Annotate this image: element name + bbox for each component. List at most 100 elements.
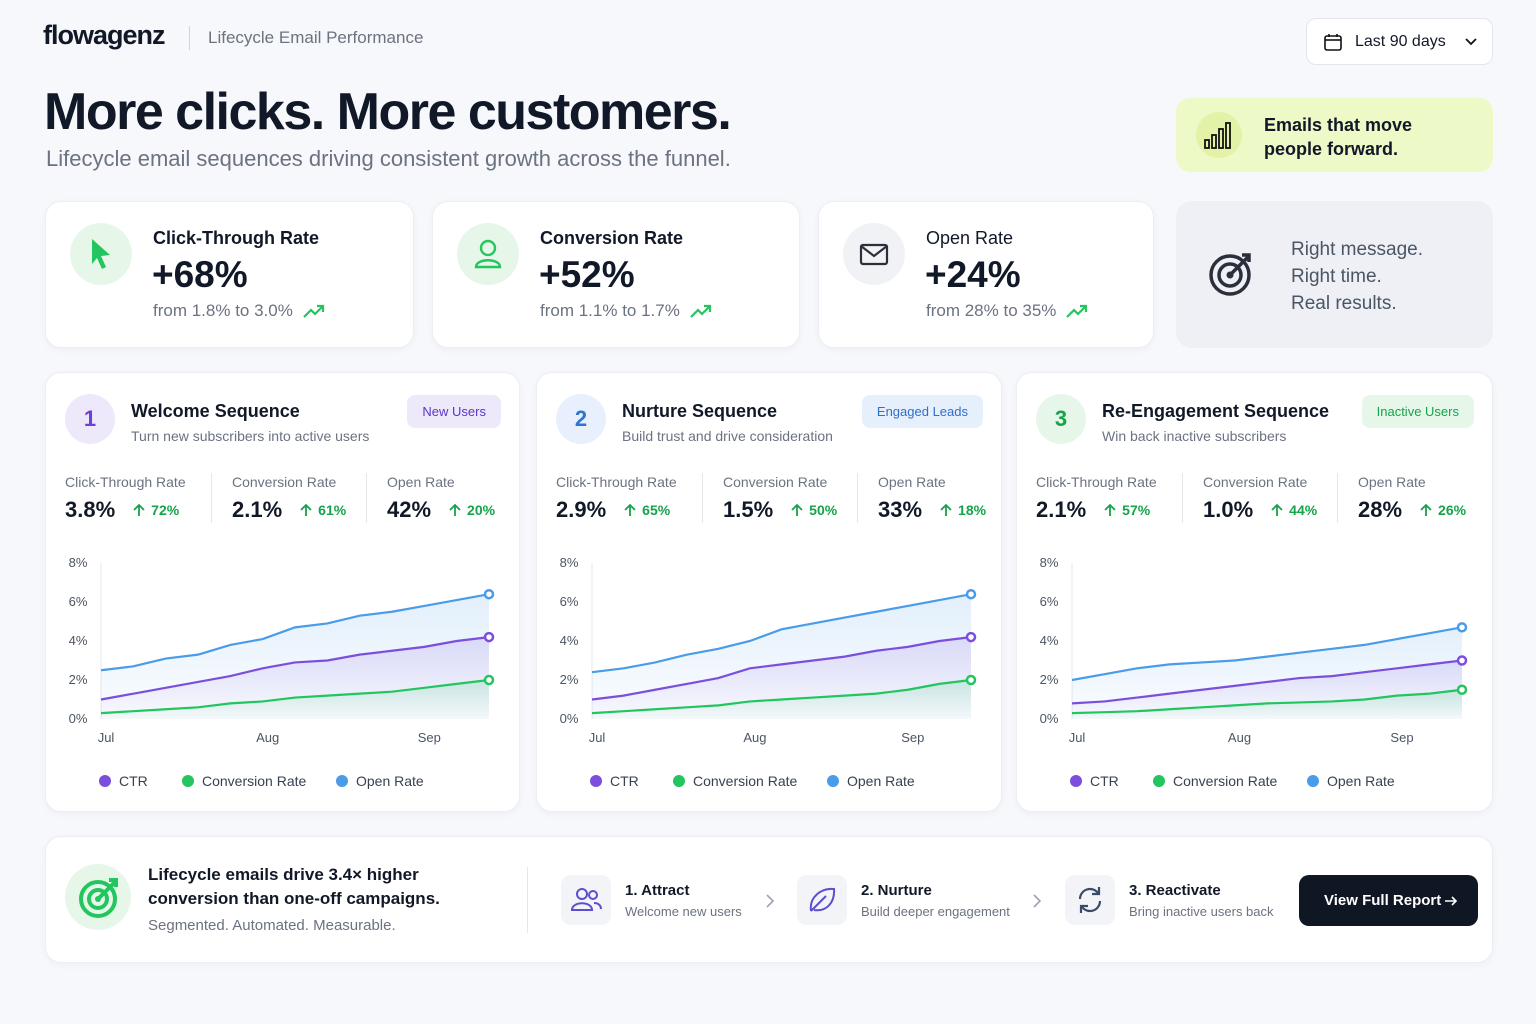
legend-label: CTR: [119, 773, 148, 789]
brand: flowagenz: [43, 20, 166, 50]
button-label: View Full Report: [1324, 892, 1442, 909]
target-icon: [65, 864, 131, 930]
callout: Emails that move people forward.: [1176, 98, 1493, 172]
series-line: [1071, 626, 1463, 682]
y-tick-label: 6%: [1040, 594, 1059, 609]
end-point: [965, 674, 977, 686]
metric-label: Open Rate: [387, 474, 455, 490]
legend-swatch: [590, 775, 602, 787]
series-line: [591, 678, 972, 715]
end-point: [965, 631, 977, 643]
series-line: [591, 636, 972, 701]
legend-label: CTR: [1090, 773, 1119, 789]
trend-icon: [303, 304, 324, 318]
line-chart: 0% 2% 4% 6% 8% Jul Aug Sep CTR Conversion Rate Ope…: [1040, 555, 1468, 789]
date-range-label: Last 90 days: [1355, 33, 1446, 50]
footer-card: Lifecycle emails drive 3.4× higher conve…: [45, 836, 1493, 963]
tagline-card: Right message. Right time. Real results.: [1176, 201, 1493, 348]
metric-label: Conversion Rate: [232, 474, 337, 490]
kpi-label: Click-Through Rate: [153, 228, 320, 248]
trend-icon: [690, 304, 711, 318]
sequence-number: 3: [1036, 394, 1086, 444]
sequence-title: Welcome Sequence: [131, 401, 300, 421]
kpi-value: +24%: [925, 254, 1021, 295]
metric-label: Open Rate: [878, 474, 946, 490]
metric-label: Conversion Rate: [1203, 474, 1308, 490]
end-point: [483, 631, 495, 643]
up-arrow: [624, 503, 636, 516]
series-line: [100, 678, 490, 715]
y-tick-label: 0%: [1040, 711, 1059, 726]
chevron: [766, 894, 775, 908]
y-tick-label: 0%: [560, 711, 579, 726]
x-tick-label: Aug: [1228, 730, 1251, 745]
sequence-description: Win back inactive subscribers: [1102, 428, 1287, 444]
legend-label: Conversion Rate: [202, 773, 306, 789]
series-line: [100, 593, 490, 672]
up-arrow: [791, 503, 803, 516]
series-line: [591, 593, 972, 674]
up-arrow: [449, 503, 461, 516]
up-arrow: [940, 503, 952, 516]
arrow-icon: [1445, 896, 1458, 906]
metric-change: 65%: [642, 502, 671, 518]
chart-icon: [1196, 112, 1242, 158]
chevron-down: [1465, 38, 1477, 46]
y-tick-label: 6%: [560, 594, 579, 609]
metric-value: 3.8%: [65, 497, 116, 522]
end-point: [1456, 622, 1468, 633]
metric-change: 61%: [318, 502, 347, 518]
legend-swatch: [99, 775, 111, 787]
up-arrow: [1420, 503, 1432, 516]
area: [101, 680, 489, 719]
view-report-button[interactable]: View Full Report: [1299, 875, 1478, 926]
sequence-number: 2: [556, 394, 606, 444]
up-arrow: [300, 503, 312, 516]
kpi-icon: [457, 223, 519, 285]
divider: [211, 473, 212, 523]
divider: [857, 473, 858, 523]
y-tick-label: 8%: [69, 555, 88, 570]
metric-row: 3.8% 72%: [65, 497, 179, 523]
date-range-button[interactable]: Last 90 days: [1306, 18, 1493, 65]
step-title: 3. Reactivate: [1129, 882, 1221, 899]
metric-change: 57%: [1122, 502, 1151, 518]
divider: [1182, 473, 1183, 523]
metric-row: 28% 26%: [1358, 497, 1466, 523]
series-line: [100, 636, 490, 701]
legend-label: Conversion Rate: [693, 773, 797, 789]
badge: Engaged Leads: [861, 395, 983, 428]
metric-change: 50%: [809, 502, 838, 518]
up-arrow: [1271, 503, 1283, 516]
legend-swatch: [673, 775, 685, 787]
legend-label: CTR: [610, 773, 639, 789]
divider: [366, 473, 367, 523]
divider: [1337, 473, 1338, 523]
legend-label: Open Rate: [356, 773, 424, 789]
y-tick-label: 6%: [69, 594, 88, 609]
hero-subtitle: Lifecycle email sequences driving consis…: [46, 146, 731, 171]
sequence-card: 3 Re-Engagement Sequence Win back inactive…: [1016, 372, 1493, 812]
metric-change: 20%: [467, 502, 496, 518]
x-tick-label: Sep: [901, 730, 924, 745]
end-point: [483, 588, 495, 600]
tagline-line: Right message.: [1291, 239, 1424, 260]
step-subtitle: Welcome new users: [625, 904, 742, 919]
legend-swatch: [827, 775, 839, 787]
step-title: 1. Attract: [625, 882, 690, 899]
legend-swatch: [336, 775, 348, 787]
up-arrow: [1104, 503, 1116, 516]
metric-value: 42%: [387, 497, 432, 522]
metric-label: Conversion Rate: [723, 474, 828, 490]
legend-label: Open Rate: [1327, 773, 1395, 789]
x-tick-label: Jul: [1069, 730, 1086, 745]
kpi-detail-text: from 1.1% to 1.7%: [540, 301, 680, 320]
legend-swatch: [182, 775, 194, 787]
sequence-description: Build trust and drive consideration: [622, 428, 833, 444]
metric-row: 42% 20%: [387, 497, 495, 523]
metric-label: Click-Through Rate: [556, 474, 677, 490]
metric-value: 1.0%: [1203, 497, 1254, 522]
metric-change: 72%: [151, 502, 180, 518]
callout-text: Emails that move people forward.: [1264, 113, 1412, 161]
